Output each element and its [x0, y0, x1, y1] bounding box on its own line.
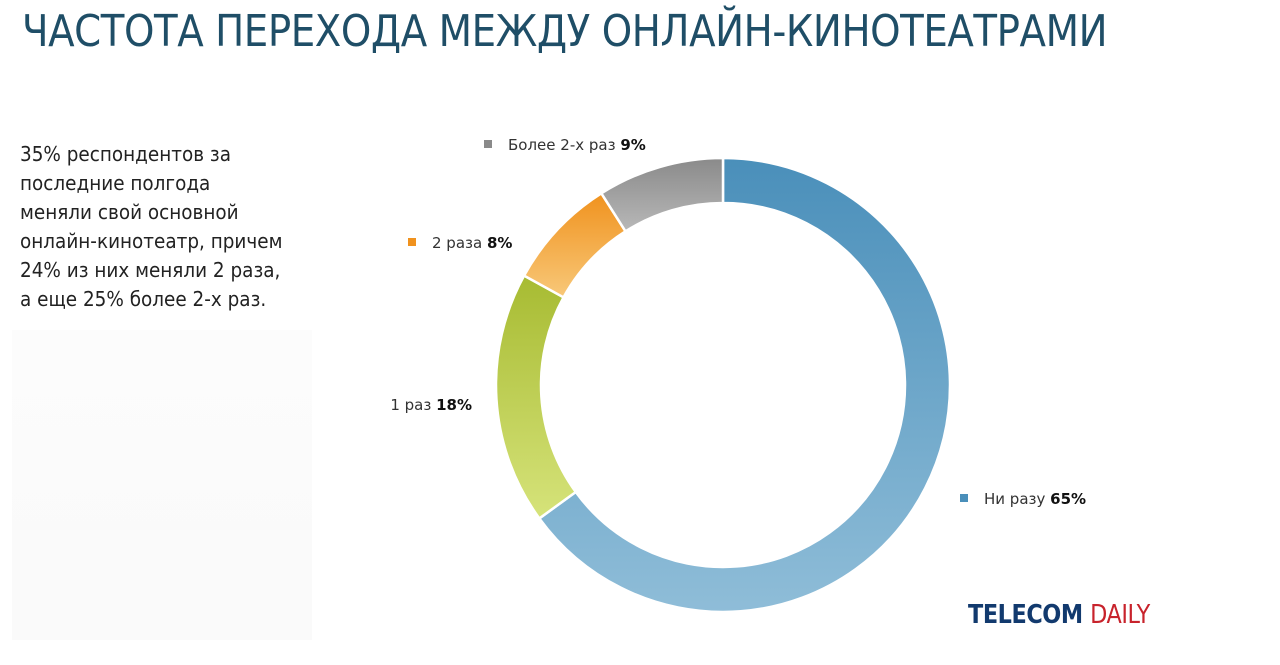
- slice-category-1: 1 раз: [390, 396, 436, 414]
- telecom-daily-logo: TELECOM DAILY: [968, 600, 1150, 630]
- donut-slice-3: [599, 156, 725, 234]
- logo-daily-text: DAILY: [1090, 600, 1150, 630]
- slice-category-2: 2 раза: [432, 234, 487, 252]
- slice-label-3: Более 2-х раз 9%: [508, 136, 646, 154]
- donut-slice-1: [494, 273, 578, 521]
- slice-value-2: 8%: [487, 234, 512, 252]
- legend-marker-2: [408, 238, 416, 246]
- donut-slice-0: [537, 156, 952, 614]
- description-text: 35% респондентов за последние полгода ме…: [20, 142, 283, 311]
- logo-telecom-text: TELECOM: [968, 600, 1083, 630]
- slice-label-1: 1 раз 18%: [390, 396, 472, 414]
- slice-value-0: 65%: [1050, 490, 1086, 508]
- page-title: ЧАСТОТА ПЕРЕХОДА МЕЖДУ ОНЛАЙН-КИНОТЕАТРА…: [22, 6, 1108, 57]
- slice-value-1: 18%: [436, 396, 472, 414]
- slice-value-3: 9%: [620, 136, 645, 154]
- slice-category-3: Более 2-х раз: [508, 136, 620, 154]
- legend-marker-0: [960, 494, 968, 502]
- slice-label-0: Ни разу 65%: [984, 490, 1086, 508]
- slice-label-2: 2 раза 8%: [432, 234, 512, 252]
- legend-marker-3: [484, 140, 492, 148]
- slice-category-0: Ни разу: [984, 490, 1050, 508]
- background-panel: [12, 330, 312, 640]
